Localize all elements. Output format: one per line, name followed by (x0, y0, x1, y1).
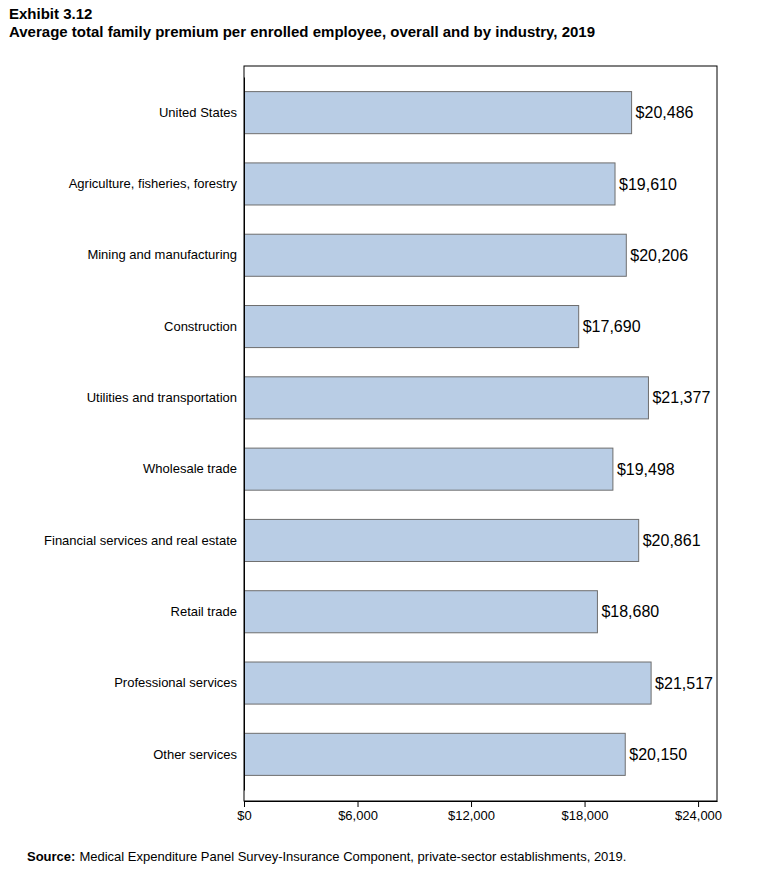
x-tick: $0 (237, 801, 251, 823)
x-tick-mark (471, 801, 472, 807)
bar (244, 377, 648, 419)
y-tick-label: United States (159, 105, 238, 120)
y-tick: Wholesale trade (143, 461, 244, 476)
y-axis: United States Agriculture, fisheries, for… (44, 78, 244, 791)
bar (244, 163, 615, 205)
x-tick: $18,000 (562, 801, 609, 823)
y-tick: Agriculture, fisheries, forestry (69, 176, 244, 191)
bar (244, 519, 639, 561)
source-label: Source: (27, 849, 75, 864)
x-tick-label: $24,000 (675, 808, 722, 823)
x-tick: $6,000 (338, 801, 378, 823)
x-axis-line (245, 801, 718, 802)
data-label: $20,150 (629, 746, 687, 763)
data-label: $17,690 (583, 318, 641, 335)
x-tick-mark (585, 801, 586, 807)
data-label: $19,498 (617, 461, 675, 478)
data-label: $20,206 (630, 247, 688, 264)
bar (244, 448, 613, 490)
y-tick: Mining and manufacturing (87, 247, 244, 262)
x-tick: $24,000 (675, 801, 722, 823)
data-label: $21,377 (652, 389, 710, 406)
bar (244, 92, 632, 134)
y-tick: Construction (164, 319, 244, 334)
x-axis: $0 $6,000 $12,000 $18,000 $24,000 (237, 801, 722, 823)
title: Exhibit 3.12 (9, 5, 92, 22)
y-tick-label: Other services (153, 747, 237, 762)
source-note: Source: Medical Expenditure Panel Survey-… (27, 849, 626, 864)
bar (244, 591, 597, 633)
x-tick-label: $12,000 (448, 808, 495, 823)
y-tick-label: Agriculture, fisheries, forestry (69, 176, 238, 191)
x-tick-label: $0 (237, 808, 251, 823)
x-tick-mark (244, 801, 245, 807)
y-tick: United States (159, 105, 244, 120)
y-tick: Utilities and transportation (87, 390, 244, 405)
data-label: $20,486 (636, 104, 694, 121)
data-label: $20,861 (643, 532, 701, 549)
bar (244, 306, 579, 348)
chart: Exhibit 3.12Average total family premium… (0, 0, 758, 883)
x-tick-mark (698, 801, 699, 807)
y-tick-label: Professional services (114, 675, 237, 690)
plot-frame (244, 66, 717, 801)
bar (244, 662, 651, 704)
y-tick-label: Wholesale trade (143, 461, 237, 476)
x-tick-label: $6,000 (338, 808, 378, 823)
y-tick-label: Financial services and real estate (44, 533, 237, 548)
subtitle: Average total family premium per enrolle… (9, 23, 595, 40)
y-tick-label: Mining and manufacturing (87, 247, 237, 262)
y-tick: Professional services (114, 675, 244, 690)
y-tick-label: Construction (164, 319, 237, 334)
data-label: $19,610 (619, 176, 677, 193)
y-tick: Retail trade (171, 604, 244, 619)
bar (244, 733, 625, 775)
x-tick: $12,000 (448, 801, 495, 823)
y-tick: Financial services and real estate (44, 533, 244, 548)
data-labels: $20,486 $19,610 $20,206 $17,690 $21,377 $19,4… (583, 104, 713, 763)
y-axis-line (244, 78, 245, 791)
bars (244, 92, 651, 776)
y-tick: Other services (153, 747, 244, 762)
source-text: Medical Expenditure Panel Survey-Insuran… (79, 849, 626, 864)
x-tick-mark (358, 801, 359, 807)
y-tick-label: Retail trade (171, 604, 237, 619)
x-tick-label: $18,000 (562, 808, 609, 823)
data-label: $18,680 (601, 603, 659, 620)
bar (244, 234, 626, 276)
data-label: $21,517 (655, 675, 713, 692)
y-tick-label: Utilities and transportation (87, 390, 237, 405)
